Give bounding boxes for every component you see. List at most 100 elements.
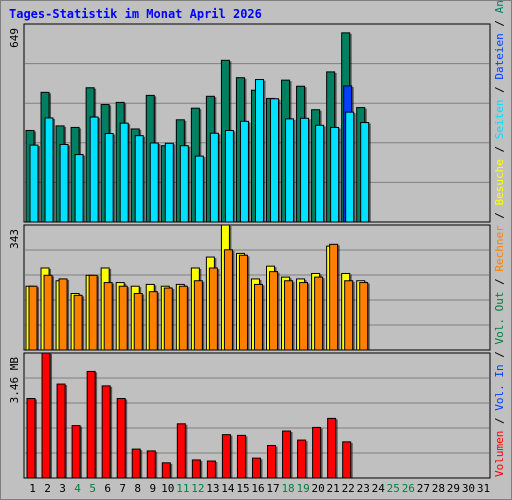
x-tick-label: 1 xyxy=(29,482,36,495)
x-tick-label: 2 xyxy=(44,482,51,495)
rechner-bar xyxy=(269,271,279,351)
rechner-bar xyxy=(223,249,233,351)
volumen-bar xyxy=(282,430,292,479)
x-tick-label: 15 xyxy=(236,482,249,495)
seiten-bar xyxy=(29,144,39,223)
rechner-bar xyxy=(178,285,188,351)
x-tick-label: 4 xyxy=(74,482,81,495)
x-tick-label: 9 xyxy=(149,482,156,495)
rechner-bar xyxy=(344,280,354,351)
legend-separator: / xyxy=(493,13,506,33)
volumen-bar xyxy=(86,370,96,479)
volumen-bar xyxy=(176,423,186,479)
x-tick-label: 22 xyxy=(342,482,355,495)
rechner-bar xyxy=(88,274,98,351)
x-tick-label: 18 xyxy=(281,482,294,495)
volumen-bar xyxy=(191,459,201,479)
legend-separator: / xyxy=(493,345,506,365)
legend-entry: Besuche xyxy=(493,159,506,205)
seiten-bar xyxy=(224,129,234,223)
volumen-bar xyxy=(26,398,36,479)
seiten-bar xyxy=(330,126,340,223)
rechner-bar xyxy=(359,282,369,351)
seiten-bar xyxy=(300,117,310,223)
x-tick-label: 13 xyxy=(206,482,219,495)
volumen-bar xyxy=(267,444,277,479)
x-tick-label: 12 xyxy=(191,482,204,495)
rechner-bar xyxy=(299,282,309,351)
rechner-bar xyxy=(58,278,68,351)
legend-separator: / xyxy=(493,139,506,159)
rechner-bar xyxy=(43,274,53,351)
seiten-bar xyxy=(270,98,280,223)
rechner-bar xyxy=(208,267,218,351)
volumen-bar xyxy=(236,434,246,479)
x-tick-label: 30 xyxy=(462,482,475,495)
seiten-bar xyxy=(209,132,219,223)
rechner-bar xyxy=(314,276,324,351)
seiten-bar xyxy=(164,142,174,223)
volumen-bar xyxy=(146,450,156,479)
seiten-bar xyxy=(360,122,370,223)
rechner-bar xyxy=(73,294,83,351)
volumen-bar xyxy=(221,434,231,479)
x-tick-label: 23 xyxy=(357,482,370,495)
seiten-bar xyxy=(104,133,114,223)
x-tick-label: 5 xyxy=(89,482,96,495)
legend-separator: / xyxy=(493,80,506,100)
x-tick-label: 24 xyxy=(372,482,386,495)
legend-entry: Seiten xyxy=(493,99,506,139)
rechner-bar xyxy=(238,254,248,351)
seiten-bar xyxy=(149,142,159,223)
seiten-bar xyxy=(345,111,355,223)
volumen-bar xyxy=(71,425,81,479)
volumen-bar xyxy=(251,457,261,479)
rechner-bar xyxy=(284,280,294,351)
volumen-bar xyxy=(312,426,322,479)
rechner-bar xyxy=(28,285,38,351)
volumen-bar xyxy=(131,448,141,479)
rechner-bar xyxy=(148,291,158,351)
x-tick-label: 6 xyxy=(104,482,111,495)
seiten-bar xyxy=(59,144,69,223)
x-tick-label: 31 xyxy=(477,482,490,495)
seiten-bar xyxy=(134,135,144,223)
legend-entry: Dateien xyxy=(493,33,506,79)
rechner-bar xyxy=(253,283,263,351)
x-tick-label: 28 xyxy=(432,482,445,495)
seiten-bar xyxy=(74,154,84,223)
x-tick-label: 10 xyxy=(161,482,174,495)
rechner-bar xyxy=(329,243,339,351)
seiten-bar xyxy=(44,117,54,223)
seiten-bar xyxy=(239,120,249,223)
rechner-bar xyxy=(118,285,128,351)
chart-title: Tages-Statistik im Monat April 2026 xyxy=(9,7,262,21)
right-legend: Volumen / Vol. In / Vol. Out / Rechner /… xyxy=(493,0,506,477)
legend-entry: Volumen xyxy=(493,431,506,477)
volumen-bar xyxy=(41,352,51,479)
volumen-bar xyxy=(101,385,111,479)
legend-separator: / xyxy=(493,272,506,292)
volumen-bar xyxy=(56,383,66,479)
x-tick-label: 27 xyxy=(417,482,430,495)
seiten-bar xyxy=(89,116,99,223)
legend-separator: / xyxy=(493,205,506,225)
rechner-bar xyxy=(133,293,143,351)
seiten-bar xyxy=(254,79,264,223)
x-tick-label: 29 xyxy=(447,482,460,495)
seiten-bar xyxy=(194,155,204,223)
ymax-label-middle: 343 xyxy=(8,229,21,249)
legend-entry: Vol. Out xyxy=(493,292,506,345)
ymax-label-top: 649 xyxy=(8,28,21,48)
x-tick-label: 17 xyxy=(266,482,279,495)
legend-entry: Anfragen xyxy=(493,0,506,13)
volumen-bar xyxy=(161,462,171,479)
x-tick-label: 20 xyxy=(312,482,325,495)
volumen-bar xyxy=(206,460,216,479)
seiten-bar xyxy=(285,118,295,223)
volumen-bar xyxy=(342,441,352,479)
x-tick-label: 8 xyxy=(134,482,141,495)
volumen-bar xyxy=(297,439,307,479)
legend-entry: Vol. In xyxy=(493,364,506,410)
x-tick-label: 11 xyxy=(176,482,189,495)
